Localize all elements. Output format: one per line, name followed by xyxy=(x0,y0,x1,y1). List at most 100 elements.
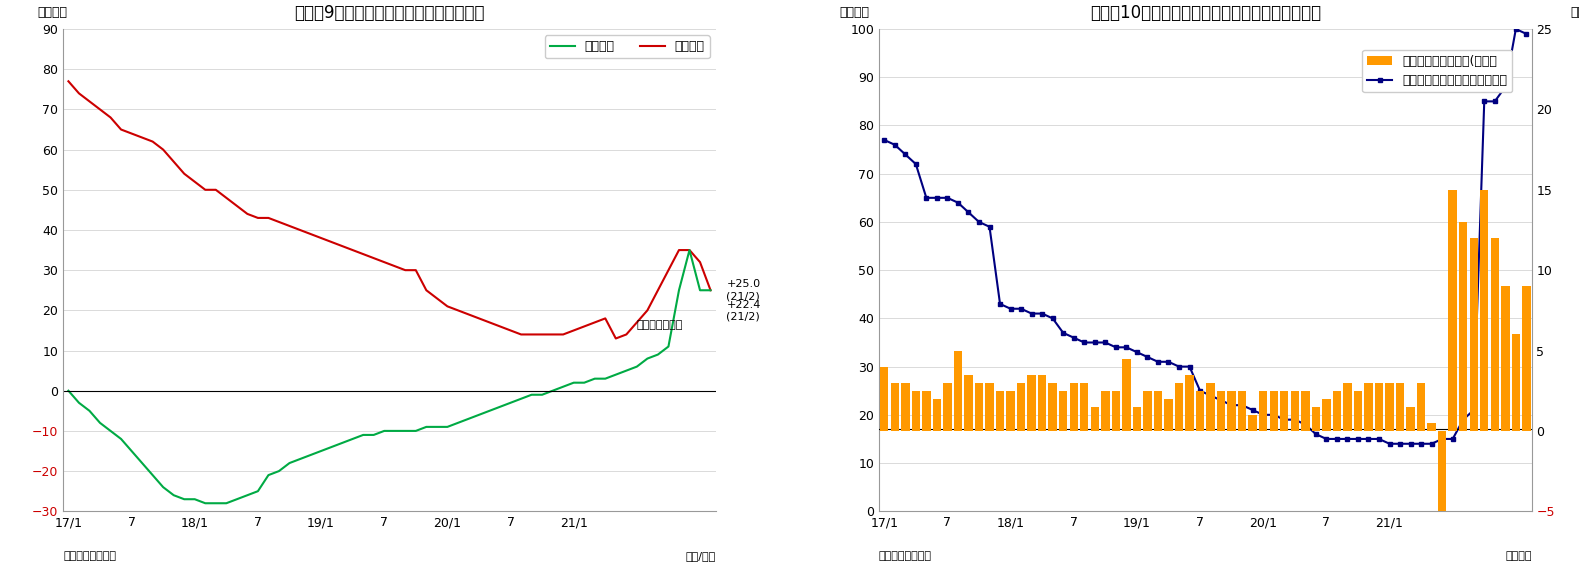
Bar xyxy=(1480,190,1489,431)
Bar xyxy=(880,367,889,431)
マネタリーベース末残の前年差 xyxy=(1506,26,1525,33)
短期国債 xyxy=(185,496,204,503)
Bar xyxy=(933,399,941,431)
Bar xyxy=(1353,391,1363,431)
短期国債 xyxy=(385,428,404,435)
Bar xyxy=(1217,391,1225,431)
Text: （資料）日本銀行: （資料）日本銀行 xyxy=(63,551,117,561)
Text: （資料）日本銀行: （資料）日本銀行 xyxy=(880,551,932,561)
短期国債 xyxy=(112,436,131,443)
長期国債 xyxy=(112,126,131,133)
Bar xyxy=(1281,391,1288,431)
長期国債 xyxy=(448,307,467,314)
Bar xyxy=(1143,391,1151,431)
Bar xyxy=(1312,407,1320,431)
Line: マネタリーベース末残の前年差: マネタリーベース末残の前年差 xyxy=(883,27,1528,446)
短期国債 xyxy=(701,287,720,294)
マネタリーベース末残の前年差 xyxy=(927,194,946,202)
Text: （年/月）: （年/月） xyxy=(685,551,715,561)
長期国債 xyxy=(374,259,393,266)
短期国債 xyxy=(627,363,646,370)
Bar xyxy=(1017,383,1025,431)
Bar xyxy=(1227,391,1236,431)
Bar xyxy=(1502,286,1510,431)
Bar xyxy=(1037,375,1047,431)
Bar xyxy=(1290,391,1300,431)
短期国債 xyxy=(196,500,215,507)
マネタリーベース末残の前年差 xyxy=(1380,440,1399,447)
Bar xyxy=(1048,383,1056,431)
Text: （兆円）: （兆円） xyxy=(840,6,870,19)
Bar xyxy=(1195,391,1205,431)
Bar xyxy=(1164,399,1173,431)
Legend: 短期国債, 長期国債: 短期国債, 長期国債 xyxy=(545,35,709,58)
Text: （兆円）: （兆円） xyxy=(1571,6,1579,19)
Bar xyxy=(1396,383,1404,431)
Bar xyxy=(1448,190,1457,431)
Bar xyxy=(1385,383,1394,431)
Bar xyxy=(1069,383,1078,431)
Text: （年月）: （年月） xyxy=(1505,551,1532,561)
Bar xyxy=(1301,391,1309,431)
マネタリーベース末残の前年差 xyxy=(875,137,894,144)
Bar xyxy=(1491,238,1498,431)
Bar xyxy=(1470,238,1478,431)
長期国債 xyxy=(701,287,720,294)
Bar xyxy=(1427,423,1435,431)
Bar xyxy=(1080,383,1088,431)
Bar xyxy=(1112,391,1120,431)
Bar xyxy=(1175,383,1183,431)
Bar xyxy=(1511,335,1521,431)
Text: （兆円）: （兆円） xyxy=(36,6,66,19)
Bar xyxy=(1186,375,1194,431)
Bar xyxy=(1238,391,1246,431)
Bar xyxy=(1206,383,1214,431)
Line: 長期国債: 長期国債 xyxy=(68,81,711,339)
短期国債 xyxy=(459,415,478,422)
Bar xyxy=(1060,391,1067,431)
Bar xyxy=(943,383,952,431)
Title: （図表10）マネタリーベース残高と前月比の推移: （図表10）マネタリーベース残高と前月比の推移 xyxy=(1090,4,1322,22)
マネタリーベース末残の前年差 xyxy=(1044,315,1063,322)
Bar xyxy=(1249,415,1257,431)
マネタリーベース末残の前年差 xyxy=(1443,436,1462,443)
Bar xyxy=(974,383,984,431)
Bar xyxy=(1322,399,1331,431)
マネタリーベース末残の前年差 xyxy=(1191,388,1210,394)
Legend: 季節調整済み前月差(右軸）, マネタリーベース末残の前年差: 季節調整済み前月差(右軸）, マネタリーベース末残の前年差 xyxy=(1363,50,1513,92)
Bar xyxy=(1364,383,1372,431)
Bar xyxy=(911,391,921,431)
Bar xyxy=(922,391,930,431)
Bar xyxy=(1132,407,1142,431)
長期国債 xyxy=(227,202,246,209)
Text: （月末ベース）: （月末ベース） xyxy=(636,320,684,330)
Bar xyxy=(965,375,973,431)
長期国債 xyxy=(185,178,204,185)
Bar xyxy=(1258,391,1268,431)
Bar xyxy=(1375,383,1383,431)
Bar xyxy=(1270,391,1277,431)
Bar xyxy=(1407,407,1415,431)
Line: 短期国債: 短期国債 xyxy=(68,250,711,503)
短期国債 xyxy=(238,492,257,498)
Title: （図表9）日銀国債保有残高の前年比増減: （図表9）日銀国債保有残高の前年比増減 xyxy=(294,4,485,22)
Bar xyxy=(996,391,1004,431)
Text: +25.0
(21/2): +25.0 (21/2) xyxy=(726,279,761,301)
長期国債 xyxy=(627,319,646,326)
Bar xyxy=(891,383,898,431)
Bar xyxy=(985,383,993,431)
Bar xyxy=(1006,391,1015,431)
Bar xyxy=(1522,286,1530,431)
長期国債 xyxy=(58,78,77,85)
マネタリーベース末残の前年差 xyxy=(1001,305,1020,312)
短期国債 xyxy=(58,388,77,394)
マネタリーベース末残の前年差 xyxy=(1265,411,1284,418)
Bar xyxy=(1333,391,1341,431)
Bar xyxy=(902,383,910,431)
Bar xyxy=(1344,383,1352,431)
Bar xyxy=(1101,391,1110,431)
短期国債 xyxy=(681,246,699,253)
Bar xyxy=(1028,375,1036,431)
Bar xyxy=(1154,391,1162,431)
Bar xyxy=(1416,383,1426,431)
